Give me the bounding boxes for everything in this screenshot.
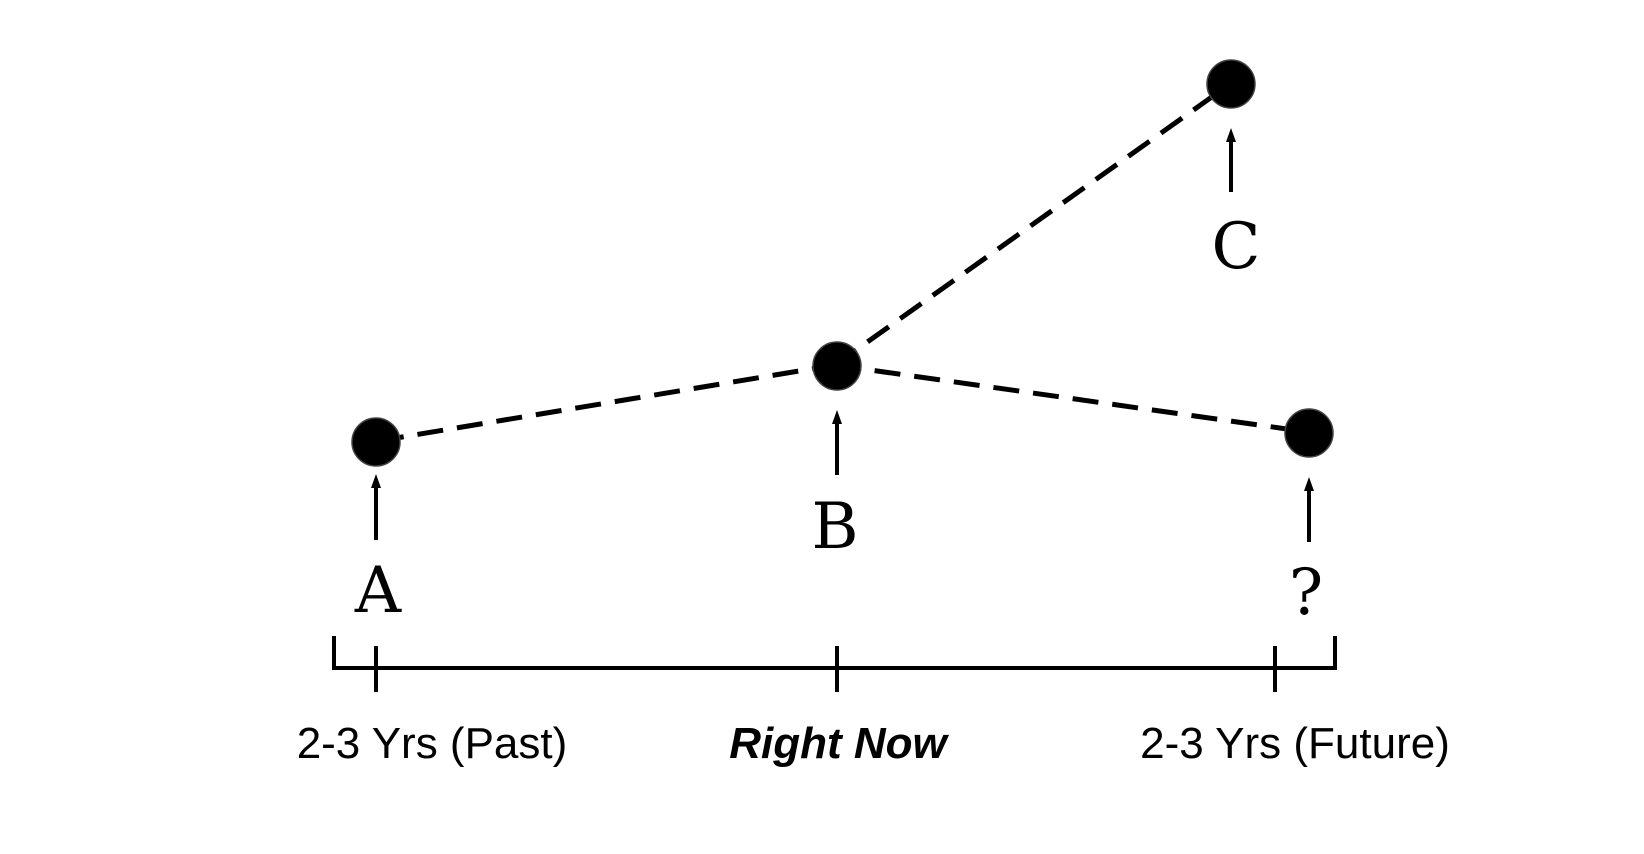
timeline-axis <box>332 636 1337 692</box>
node-b <box>812 341 862 391</box>
edge-b-question <box>834 362 1309 435</box>
edge-a-b <box>377 362 836 444</box>
label-c: C <box>1212 210 1261 284</box>
label-b: B <box>811 490 858 564</box>
timeline-label-future: 2-3 Yrs (Future) <box>1140 719 1450 768</box>
arrow-a <box>371 474 381 540</box>
label-a: A <box>354 554 402 628</box>
timeline-label-past: 2-3 Yrs (Past) <box>297 719 568 768</box>
timeline-label-now: Right Now <box>729 719 949 768</box>
node-a <box>351 417 401 467</box>
label-question: ? <box>1289 556 1323 630</box>
node-question <box>1284 408 1334 458</box>
node-c <box>1206 59 1256 109</box>
arrow-question <box>1304 477 1314 542</box>
arrow-b <box>832 410 842 475</box>
edge-b-c <box>833 81 1232 368</box>
arrow-c <box>1226 128 1236 192</box>
